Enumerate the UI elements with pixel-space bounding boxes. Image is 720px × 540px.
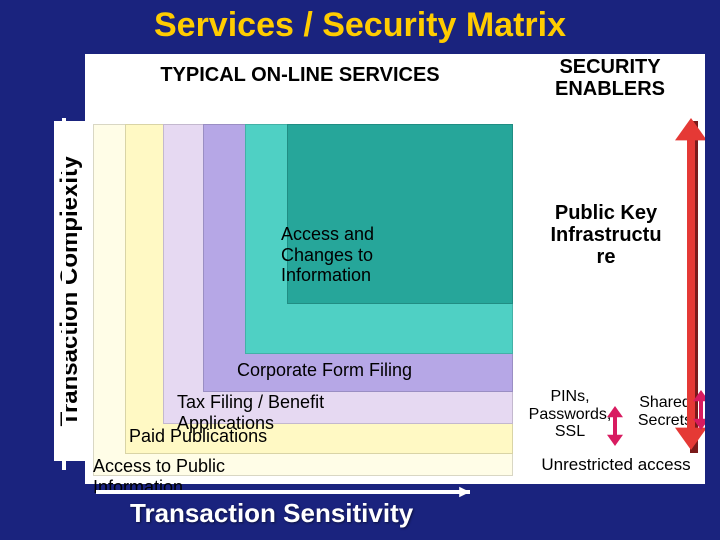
y-axis: Transaction Complexity bbox=[42, 110, 82, 470]
x-axis-label: Transaction Sensitivity bbox=[130, 498, 413, 529]
slide-title: Services / Security Matrix bbox=[0, 6, 720, 45]
y-axis-label: Transaction Complexity bbox=[54, 121, 86, 461]
enabler-range-arrows bbox=[85, 54, 705, 484]
chart-stage: TYPICAL ON-LINE SERVICES SECURITY ENABLE… bbox=[85, 54, 705, 484]
